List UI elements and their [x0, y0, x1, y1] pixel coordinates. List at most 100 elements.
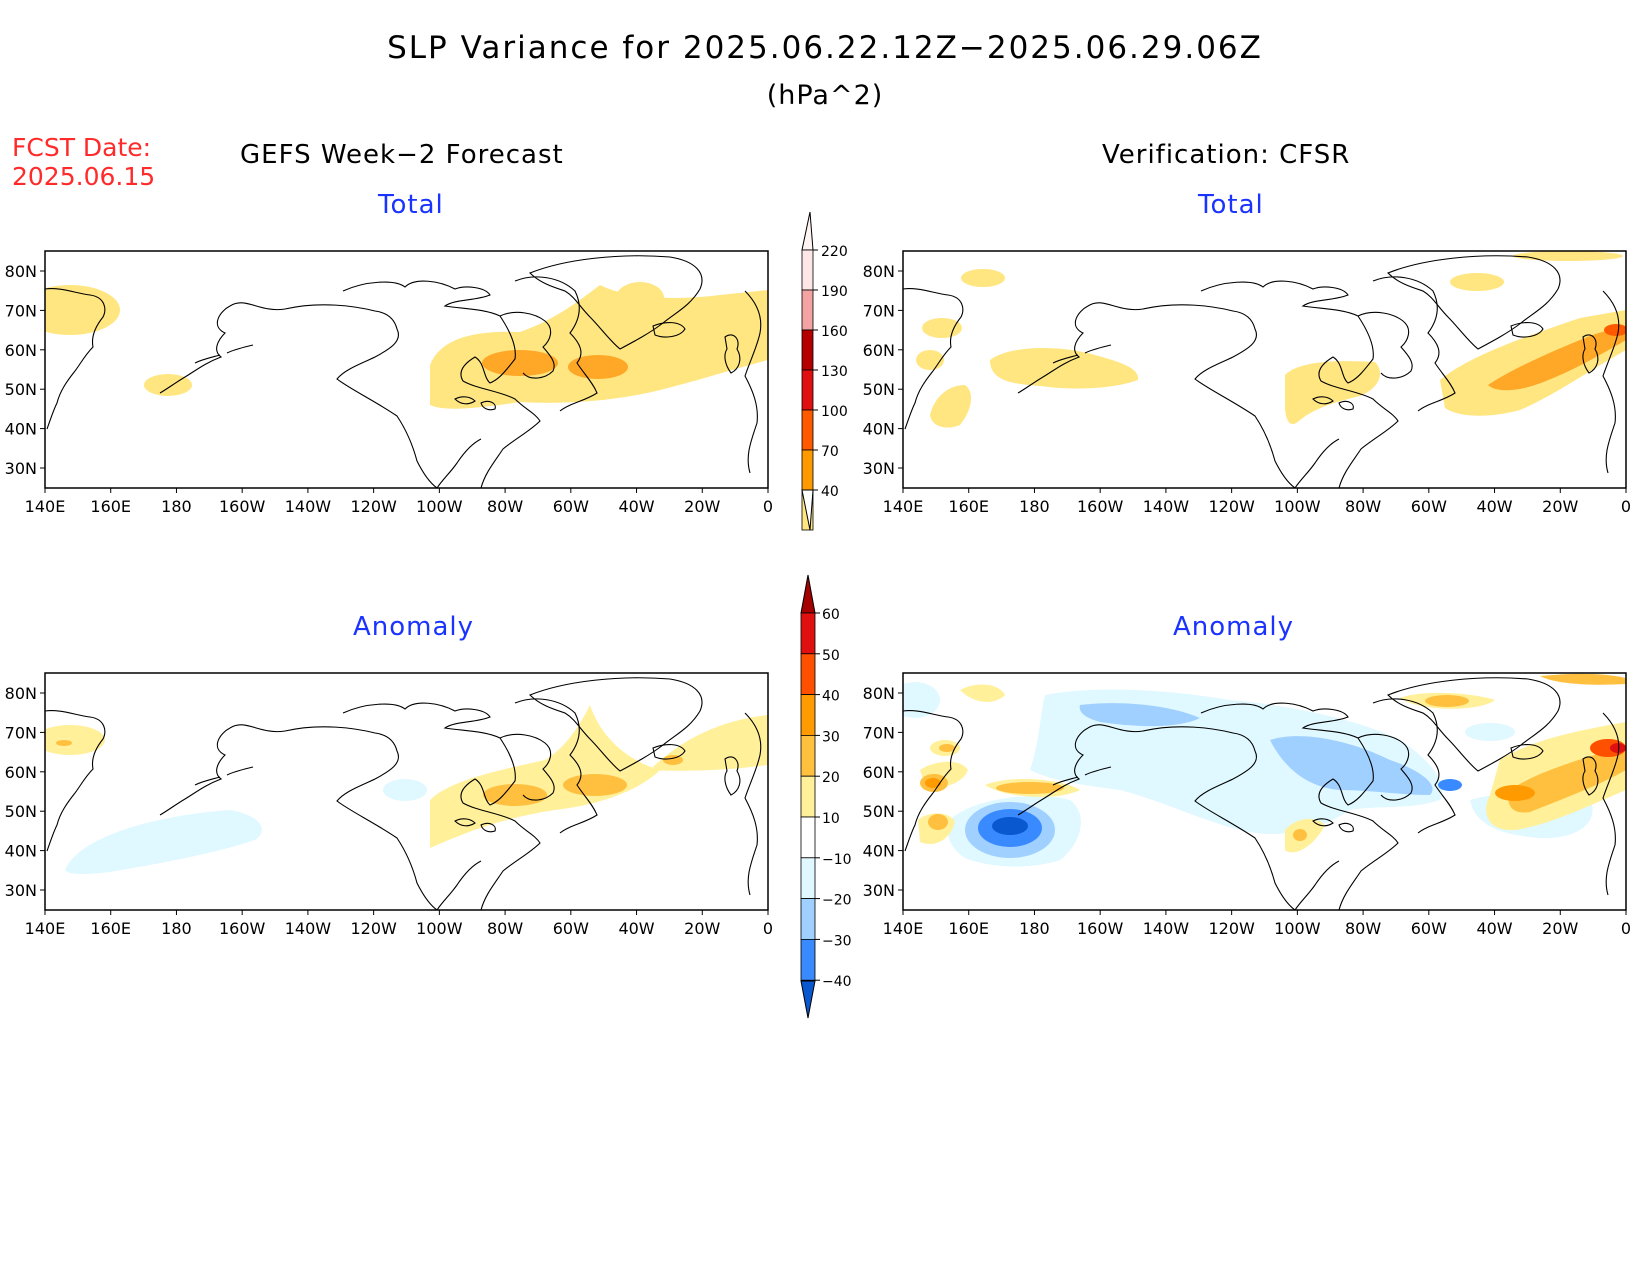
forecast-anomaly-lon-label: 20W — [684, 919, 720, 938]
verification-total-lat-label: 30N — [863, 459, 895, 478]
forecast-total-lon-label: 100W — [416, 497, 463, 516]
colorbar-total-swatch — [801, 369, 814, 411]
fcst-date-label: FCST Date: — [12, 133, 152, 162]
verification-anomaly-lon-label: 160W — [1077, 919, 1124, 938]
forecast-anomaly-map — [44, 672, 769, 911]
verification-total-lon-label: 180 — [1019, 497, 1050, 516]
forecast-total-shading — [45, 282, 768, 409]
verification-anomaly-map — [902, 672, 1627, 911]
forecast-anomaly-lat-label: 60N — [5, 763, 37, 782]
colorbar-anomaly-swatch — [800, 612, 816, 655]
forecast-anomaly-lat-label: 70N — [5, 723, 37, 742]
colorbar-total-swatch — [801, 329, 814, 371]
verification-anomaly-lon-label: 0 — [1621, 919, 1631, 938]
forecast-total-lon-label: 140W — [285, 497, 332, 516]
forecast-anomaly-lon-label: 40W — [618, 919, 654, 938]
forecast-total-lon-label: 160E — [90, 497, 131, 516]
verification-anomaly-lon-label: 140E — [883, 919, 924, 938]
colorbar-total-swatch — [801, 289, 814, 331]
verification-anomaly-lon-label: 40W — [1476, 919, 1512, 938]
colorbar-anomaly: 60 50 40 30 20 10 −10 −20 −30 −40 — [800, 574, 852, 1019]
verification-total-lon-label: 100W — [1274, 497, 1321, 516]
verification-total-lon-label: 120W — [1208, 497, 1255, 516]
forecast-total-lon-label: 140E — [25, 497, 66, 516]
forecast-total-lat-label: 70N — [5, 301, 37, 320]
colorbar-anomaly-level: 30 — [822, 729, 840, 745]
verification-total-shading — [916, 251, 1626, 428]
verification-anomaly-lat-label: 30N — [863, 881, 895, 900]
colorbar-total-level: 100 — [821, 404, 848, 420]
colorbar-anomaly-level: −30 — [822, 933, 852, 949]
colorbar-anomaly-level: 20 — [822, 770, 840, 786]
fcst-date-value: 2025.06.15 — [12, 162, 156, 191]
verification-total-lat-label: 60N — [863, 341, 895, 360]
forecast-anomaly-lat-label: 80N — [5, 684, 37, 703]
forecast-anomaly-lon-label: 100W — [416, 919, 463, 938]
colorbar-total-level: 160 — [821, 324, 848, 340]
colorbar-total-swatch — [801, 449, 814, 491]
verification-anomaly-lat-label: 80N — [863, 684, 895, 703]
colorbar-anomaly-level: −20 — [822, 893, 852, 909]
forecast-total-map — [44, 250, 769, 489]
verification-anomaly-lon-label: 80W — [1345, 919, 1381, 938]
colorbar-anomaly-level: 50 — [822, 648, 840, 664]
verification-anomaly-lat-label: 50N — [863, 802, 895, 821]
forecast-anomaly-lon-label: 180 — [161, 919, 192, 938]
verification-total-lat-label: 80N — [863, 262, 895, 281]
verification-anomaly-title: Anomaly — [1173, 612, 1295, 642]
forecast-total-lon-label: 180 — [161, 497, 192, 516]
verification-anomaly-lon-label: 120W — [1208, 919, 1255, 938]
colorbar-total: 220 190 160 130 100 70 40 — [801, 211, 848, 531]
verification-total-lon-label: 140E — [883, 497, 924, 516]
verification-anomaly-lat-label: 70N — [863, 723, 895, 742]
colorbar-anomaly-level: 40 — [822, 689, 840, 705]
forecast-total-lon-label: 60W — [553, 497, 589, 516]
verification-total-lon-label: 20W — [1542, 497, 1578, 516]
colorbar-anomaly-level: −40 — [822, 974, 852, 990]
verification-total-lon-label: 0 — [1621, 497, 1631, 516]
colorbar-total-swatch — [801, 249, 814, 291]
verification-total-lon-label: 160W — [1077, 497, 1124, 516]
verification-anomaly-lon-label: 180 — [1019, 919, 1050, 938]
colorbar-total-level: 70 — [821, 444, 839, 460]
verification-anomaly-lat-label: 60N — [863, 763, 895, 782]
verification-total-lat-label: 50N — [863, 380, 895, 399]
colorbar-anomaly-swatch — [800, 816, 816, 859]
forecast-anomaly-lon-label: 80W — [487, 919, 523, 938]
forecast-total-lat-label: 80N — [5, 262, 37, 281]
verification-total-lat-label: 40N — [863, 420, 895, 439]
colorbar-total-level: 40 — [821, 484, 839, 500]
verification-total-lon-label: 60W — [1411, 497, 1447, 516]
forecast-anomaly-lat-label: 40N — [5, 842, 37, 861]
colorbar-anomaly-swatch — [800, 939, 816, 981]
right-column-heading: Verification: CFSR — [1102, 140, 1351, 170]
forecast-total-lat-label: 30N — [5, 459, 37, 478]
verification-total-lon-label: 80W — [1345, 497, 1381, 516]
forecast-anomaly-lat-label: 30N — [5, 881, 37, 900]
verification-anomaly-lon-label: 20W — [1542, 919, 1578, 938]
colorbar-anomaly-swatch — [800, 694, 816, 736]
forecast-anomaly-lon-label: 160E — [90, 919, 131, 938]
colorbar-anomaly-swatch — [800, 653, 816, 695]
verification-total-lat-label: 70N — [863, 301, 895, 320]
colorbar-anomaly-level: −10 — [822, 852, 852, 868]
verification-anomaly-lon-label: 140W — [1143, 919, 1190, 938]
forecast-anomaly-lon-label: 140W — [285, 919, 332, 938]
forecast-anomaly-shading — [45, 705, 768, 875]
verification-total-lon-label: 160E — [948, 497, 989, 516]
forecast-anomaly-lon-label: 140E — [25, 919, 66, 938]
forecast-total-lat-label: 40N — [5, 420, 37, 439]
verification-anomaly-lon-label: 100W — [1274, 919, 1321, 938]
forecast-total-lon-label: 160W — [219, 497, 266, 516]
colorbar-total-level: 220 — [821, 244, 848, 260]
verification-anomaly-lon-label: 160E — [948, 919, 989, 938]
forecast-anomaly-lon-label: 160W — [219, 919, 266, 938]
colorbar-total-level: 130 — [821, 364, 848, 380]
verification-anomaly-shading — [903, 673, 1626, 867]
forecast-total-lat-label: 50N — [5, 380, 37, 399]
colorbar-total-swatch — [801, 409, 814, 451]
forecast-total-lon-label: 20W — [684, 497, 720, 516]
forecast-anomaly-title: Anomaly — [353, 612, 475, 642]
forecast-total-title: Total — [378, 190, 444, 220]
forecast-anomaly-lon-label: 0 — [763, 919, 773, 938]
